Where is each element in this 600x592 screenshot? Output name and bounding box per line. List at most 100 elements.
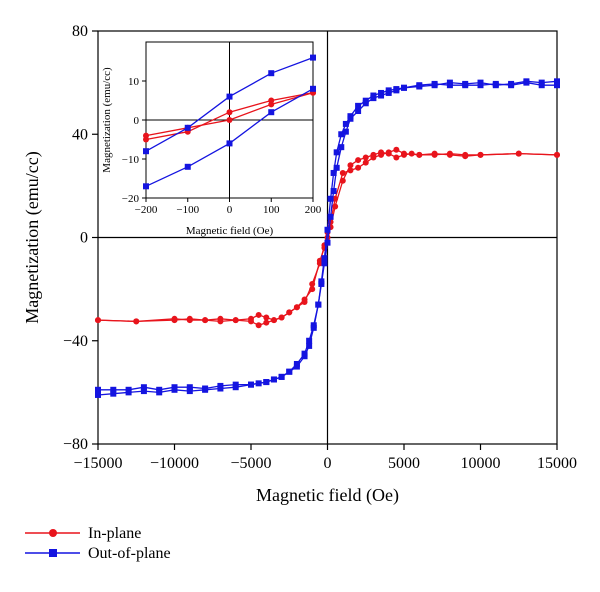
series-out-of-plane-point: [301, 353, 308, 360]
series-out-of-plane-point: [327, 195, 334, 202]
series-out-of-plane-point: [338, 144, 345, 151]
series-in-plane-point: [362, 154, 369, 161]
series-out-of-plane-point: [378, 89, 385, 96]
inset-in-plane-point: [226, 117, 233, 123]
series-out-of-plane-point: [321, 255, 328, 262]
inset-x-tick-label: −100: [176, 204, 199, 216]
series-in-plane-point: [255, 322, 262, 329]
series-in-plane-point: [263, 314, 270, 321]
series-out-of-plane-point: [95, 386, 101, 393]
series-in-plane-point: [515, 150, 522, 157]
inset-x-axis-title: Magnetic field (Oe): [186, 225, 274, 237]
legend-label-out-of-plane: Out-of-plane: [88, 545, 171, 562]
inset-y-tick-label: 0: [134, 115, 140, 127]
series-in-plane-point: [431, 151, 438, 158]
y-tick-label: −40: [63, 333, 88, 350]
series-in-plane-point: [309, 280, 316, 287]
inset-y-tick-label: −10: [122, 154, 140, 166]
series-out-of-plane-point: [306, 342, 313, 349]
x-tick-label: 0: [324, 455, 332, 472]
main-plot-area: −15000 −10000 −5000 0 5000 10000 15000−80−4004…: [63, 23, 577, 472]
series-out-of-plane-point: [315, 301, 322, 308]
series-out-of-plane-point: [327, 213, 334, 220]
series-out-of-plane-point: [186, 384, 193, 391]
inset-out-of-plane-point: [226, 140, 233, 147]
y-tick-label: −80: [63, 436, 88, 453]
inset-out-of-plane-point: [310, 85, 316, 92]
series-out-of-plane-point: [140, 388, 147, 395]
inset-x-tick-label: 0: [227, 204, 233, 216]
inset-out-of-plane-point: [310, 54, 316, 61]
series-in-plane-point: [401, 150, 407, 157]
series-in-plane-point: [355, 164, 362, 171]
series-in-plane-point: [393, 154, 400, 161]
series-in-plane-point: [370, 154, 377, 161]
series-in-plane-point: [217, 315, 224, 322]
legend-swatch-marker: [49, 529, 57, 537]
series-out-of-plane-point: [477, 79, 484, 86]
series-out-of-plane-point: [431, 82, 438, 89]
series-out-of-plane-point: [492, 82, 499, 89]
series-in-plane-point: [171, 315, 178, 322]
inset-out-of-plane-point: [143, 183, 149, 190]
series-out-of-plane-point: [508, 80, 515, 87]
series-in-plane-point: [248, 318, 254, 325]
series-in-plane-point: [186, 317, 193, 324]
series-out-of-plane-point: [202, 386, 209, 393]
series-out-of-plane-point: [270, 376, 277, 383]
series-in-plane-point: [339, 169, 346, 176]
series-out-of-plane-point: [321, 260, 328, 267]
series-in-plane-point: [332, 195, 339, 202]
series-in-plane-point: [270, 317, 277, 324]
x-axis-title: Magnetic field (Oe): [256, 485, 399, 506]
series-in-plane-point: [316, 260, 323, 267]
series-out-of-plane-point: [523, 78, 530, 85]
y-tick-label: 0: [80, 230, 88, 247]
inset-in-plane-point: [226, 109, 233, 116]
series-out-of-plane-point: [462, 80, 469, 87]
series-in-plane-point: [293, 304, 300, 311]
y-tick-label: 40: [72, 126, 88, 143]
inset-y-axis-title: Magnetization (emu/cc): [101, 67, 113, 173]
inset-out-of-plane-point: [143, 148, 149, 155]
series-out-of-plane-point: [538, 79, 545, 86]
inset-in-plane-point: [143, 136, 149, 143]
series-in-plane-point: [462, 151, 469, 158]
series-out-of-plane-point: [140, 384, 147, 391]
y-axis-title: Magnetization (emu/cc): [22, 151, 43, 323]
series-out-of-plane-point: [362, 97, 369, 104]
inset-out-of-plane-point: [268, 109, 275, 116]
series-out-of-plane-point: [370, 92, 377, 99]
series-in-plane-point: [554, 151, 560, 158]
series-out-of-plane-point: [95, 391, 101, 398]
series-out-of-plane-point: [306, 337, 313, 344]
series-out-of-plane-point: [446, 79, 453, 86]
series-in-plane-point: [362, 159, 369, 166]
inset-x-tick-label: 100: [263, 204, 280, 216]
series-out-of-plane-point: [171, 386, 178, 393]
legend: [25, 529, 80, 557]
x-tick-label: 10000: [461, 455, 501, 472]
series-out-of-plane-point: [554, 82, 560, 89]
series-out-of-plane-point: [156, 389, 163, 396]
series-out-of-plane-point: [330, 169, 337, 176]
series-out-of-plane-point: [347, 113, 354, 120]
x-tick-label: 5000: [388, 455, 420, 472]
series-out-of-plane-point: [248, 381, 254, 388]
series-in-plane-point: [477, 151, 484, 158]
series-out-of-plane-point: [293, 363, 300, 370]
series-out-of-plane-point: [232, 384, 239, 391]
series-in-plane-point: [385, 149, 392, 156]
series-out-of-plane-point: [110, 386, 117, 393]
series-in-plane-point: [416, 151, 423, 158]
series-out-of-plane-point: [286, 368, 293, 375]
inset-x-tick-label: −200: [135, 204, 158, 216]
inset-x-tick-label: 200: [305, 204, 322, 216]
series-in-plane-point: [202, 317, 209, 324]
inset-in-plane-point: [268, 97, 275, 104]
series-out-of-plane-point: [125, 389, 132, 396]
series-out-of-plane-point: [255, 380, 262, 387]
inset-out-of-plane-point: [184, 163, 191, 170]
